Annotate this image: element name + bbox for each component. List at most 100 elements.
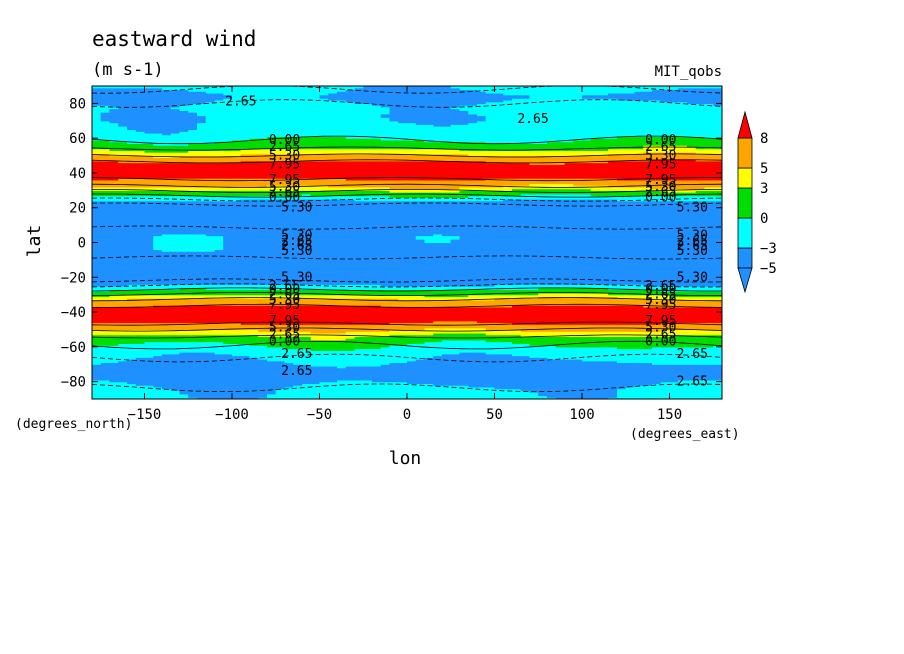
contour-band-cell — [109, 249, 119, 252]
contour-band-cell — [118, 89, 128, 92]
contour-band-cell — [109, 362, 119, 365]
contour-band-cell — [109, 99, 119, 103]
contour-band-cell — [118, 186, 128, 190]
contour-band-cell — [127, 211, 137, 214]
contour-band-cell — [135, 319, 146, 322]
contour-band-cell — [144, 249, 154, 252]
contour-band-cell — [118, 372, 128, 376]
contour-band-cell — [100, 319, 111, 322]
contour-band-cell — [109, 179, 119, 183]
contour-band-cell — [92, 272, 102, 275]
contour-band-cell — [92, 219, 102, 223]
contour-band-cell — [135, 105, 146, 108]
contour-band-cell — [109, 348, 119, 351]
contour-band-cell — [100, 284, 111, 287]
contour-band-cell — [100, 110, 111, 113]
contour-band-cell — [135, 113, 146, 117]
contour-band-cell — [100, 353, 111, 357]
contour-band-cell — [118, 105, 128, 108]
contour-band-cell — [144, 331, 154, 334]
contour-band-cell — [118, 124, 128, 127]
contour-band-cell — [109, 303, 119, 306]
contour-band-cell — [118, 301, 128, 304]
contour-band-cell — [92, 152, 102, 155]
contour-band-cell — [92, 129, 102, 132]
contour-band-cell — [127, 152, 137, 155]
contour-band-cell — [135, 277, 146, 280]
contour-band-cell — [100, 230, 111, 233]
contour-band-cell — [92, 388, 102, 391]
contour-band-cell — [127, 132, 137, 136]
contour-band-cell — [92, 325, 102, 329]
contour-band-cell — [92, 279, 102, 282]
contour-band-cell — [135, 138, 146, 141]
contour-band-cell — [127, 341, 137, 344]
contour-band-cell — [118, 99, 128, 103]
contour-band-cell — [144, 315, 154, 318]
contour-band-cell — [100, 87, 111, 91]
contour-band-cell — [127, 350, 137, 353]
contour-band-cell — [135, 327, 146, 331]
contour-band-cell — [109, 127, 119, 131]
contour-band-cell — [127, 193, 137, 197]
contour-band-cell — [135, 92, 146, 96]
contour-band-cell — [118, 371, 128, 374]
contour-band-cell — [100, 136, 111, 139]
contour-band-cell — [135, 152, 146, 155]
contour-band-cell — [144, 322, 154, 325]
contour-band-cell — [92, 225, 102, 228]
contour-band-cell — [127, 273, 137, 277]
contour-band-cell — [127, 179, 137, 183]
contour-band-cell — [118, 169, 128, 172]
contour-band-cell — [92, 150, 102, 153]
contour-band-cell — [100, 355, 111, 358]
contour-band-cell — [118, 150, 128, 153]
contour-band-cell — [127, 376, 137, 379]
contour-band-cell — [118, 162, 128, 165]
contour-band-cell — [92, 306, 102, 310]
contour-band-cell — [109, 199, 119, 202]
contour-band-cell — [135, 153, 146, 157]
contour-band-cell — [92, 119, 102, 122]
contour-band-cell — [118, 266, 128, 270]
contour-band-cell — [135, 385, 146, 388]
contour-band-cell — [127, 240, 137, 244]
contour-band-cell — [100, 155, 111, 158]
contour-band-cell — [135, 237, 146, 240]
contour-band-cell — [127, 148, 137, 151]
contour-band-cell — [100, 359, 111, 362]
contour-band-cell — [109, 162, 119, 165]
contour-band-cell — [100, 249, 111, 252]
contour-band-cell — [109, 103, 119, 106]
contour-band-cell — [118, 218, 128, 221]
contour-band-cell — [118, 270, 128, 273]
contour-band-cell — [144, 270, 154, 273]
contour-band-cell — [118, 263, 128, 266]
contour-band-cell — [118, 138, 128, 141]
contour-band-cell — [135, 200, 146, 204]
contour-band-cell — [118, 397, 128, 399]
contour-band-cell — [100, 211, 111, 214]
contour-band-cell — [92, 190, 102, 193]
contour-band-cell — [135, 270, 146, 273]
contour-band-cell — [135, 132, 146, 136]
contour-band-cell — [109, 110, 119, 113]
contour-band-cell — [135, 362, 146, 365]
contour-band-cell — [144, 365, 154, 369]
contour-band-cell — [135, 150, 146, 153]
contour-band-cell — [127, 301, 137, 304]
contour-band-cell — [144, 362, 154, 365]
contour-band-cell — [135, 287, 146, 291]
contour-band-cell — [100, 247, 111, 251]
contour-band-cell — [144, 374, 154, 377]
contour-band-cell — [109, 164, 119, 167]
contour-band-cell — [118, 235, 128, 238]
contour-band-cell — [92, 339, 102, 343]
contour-band-cell — [92, 332, 102, 336]
contour-band-cell — [92, 233, 102, 237]
contour-band-cell — [144, 273, 154, 277]
contour-band-cell — [118, 127, 128, 131]
contour-band-cell — [135, 360, 146, 364]
contour-band-cell — [100, 209, 111, 212]
contour-band-cell — [135, 296, 146, 299]
